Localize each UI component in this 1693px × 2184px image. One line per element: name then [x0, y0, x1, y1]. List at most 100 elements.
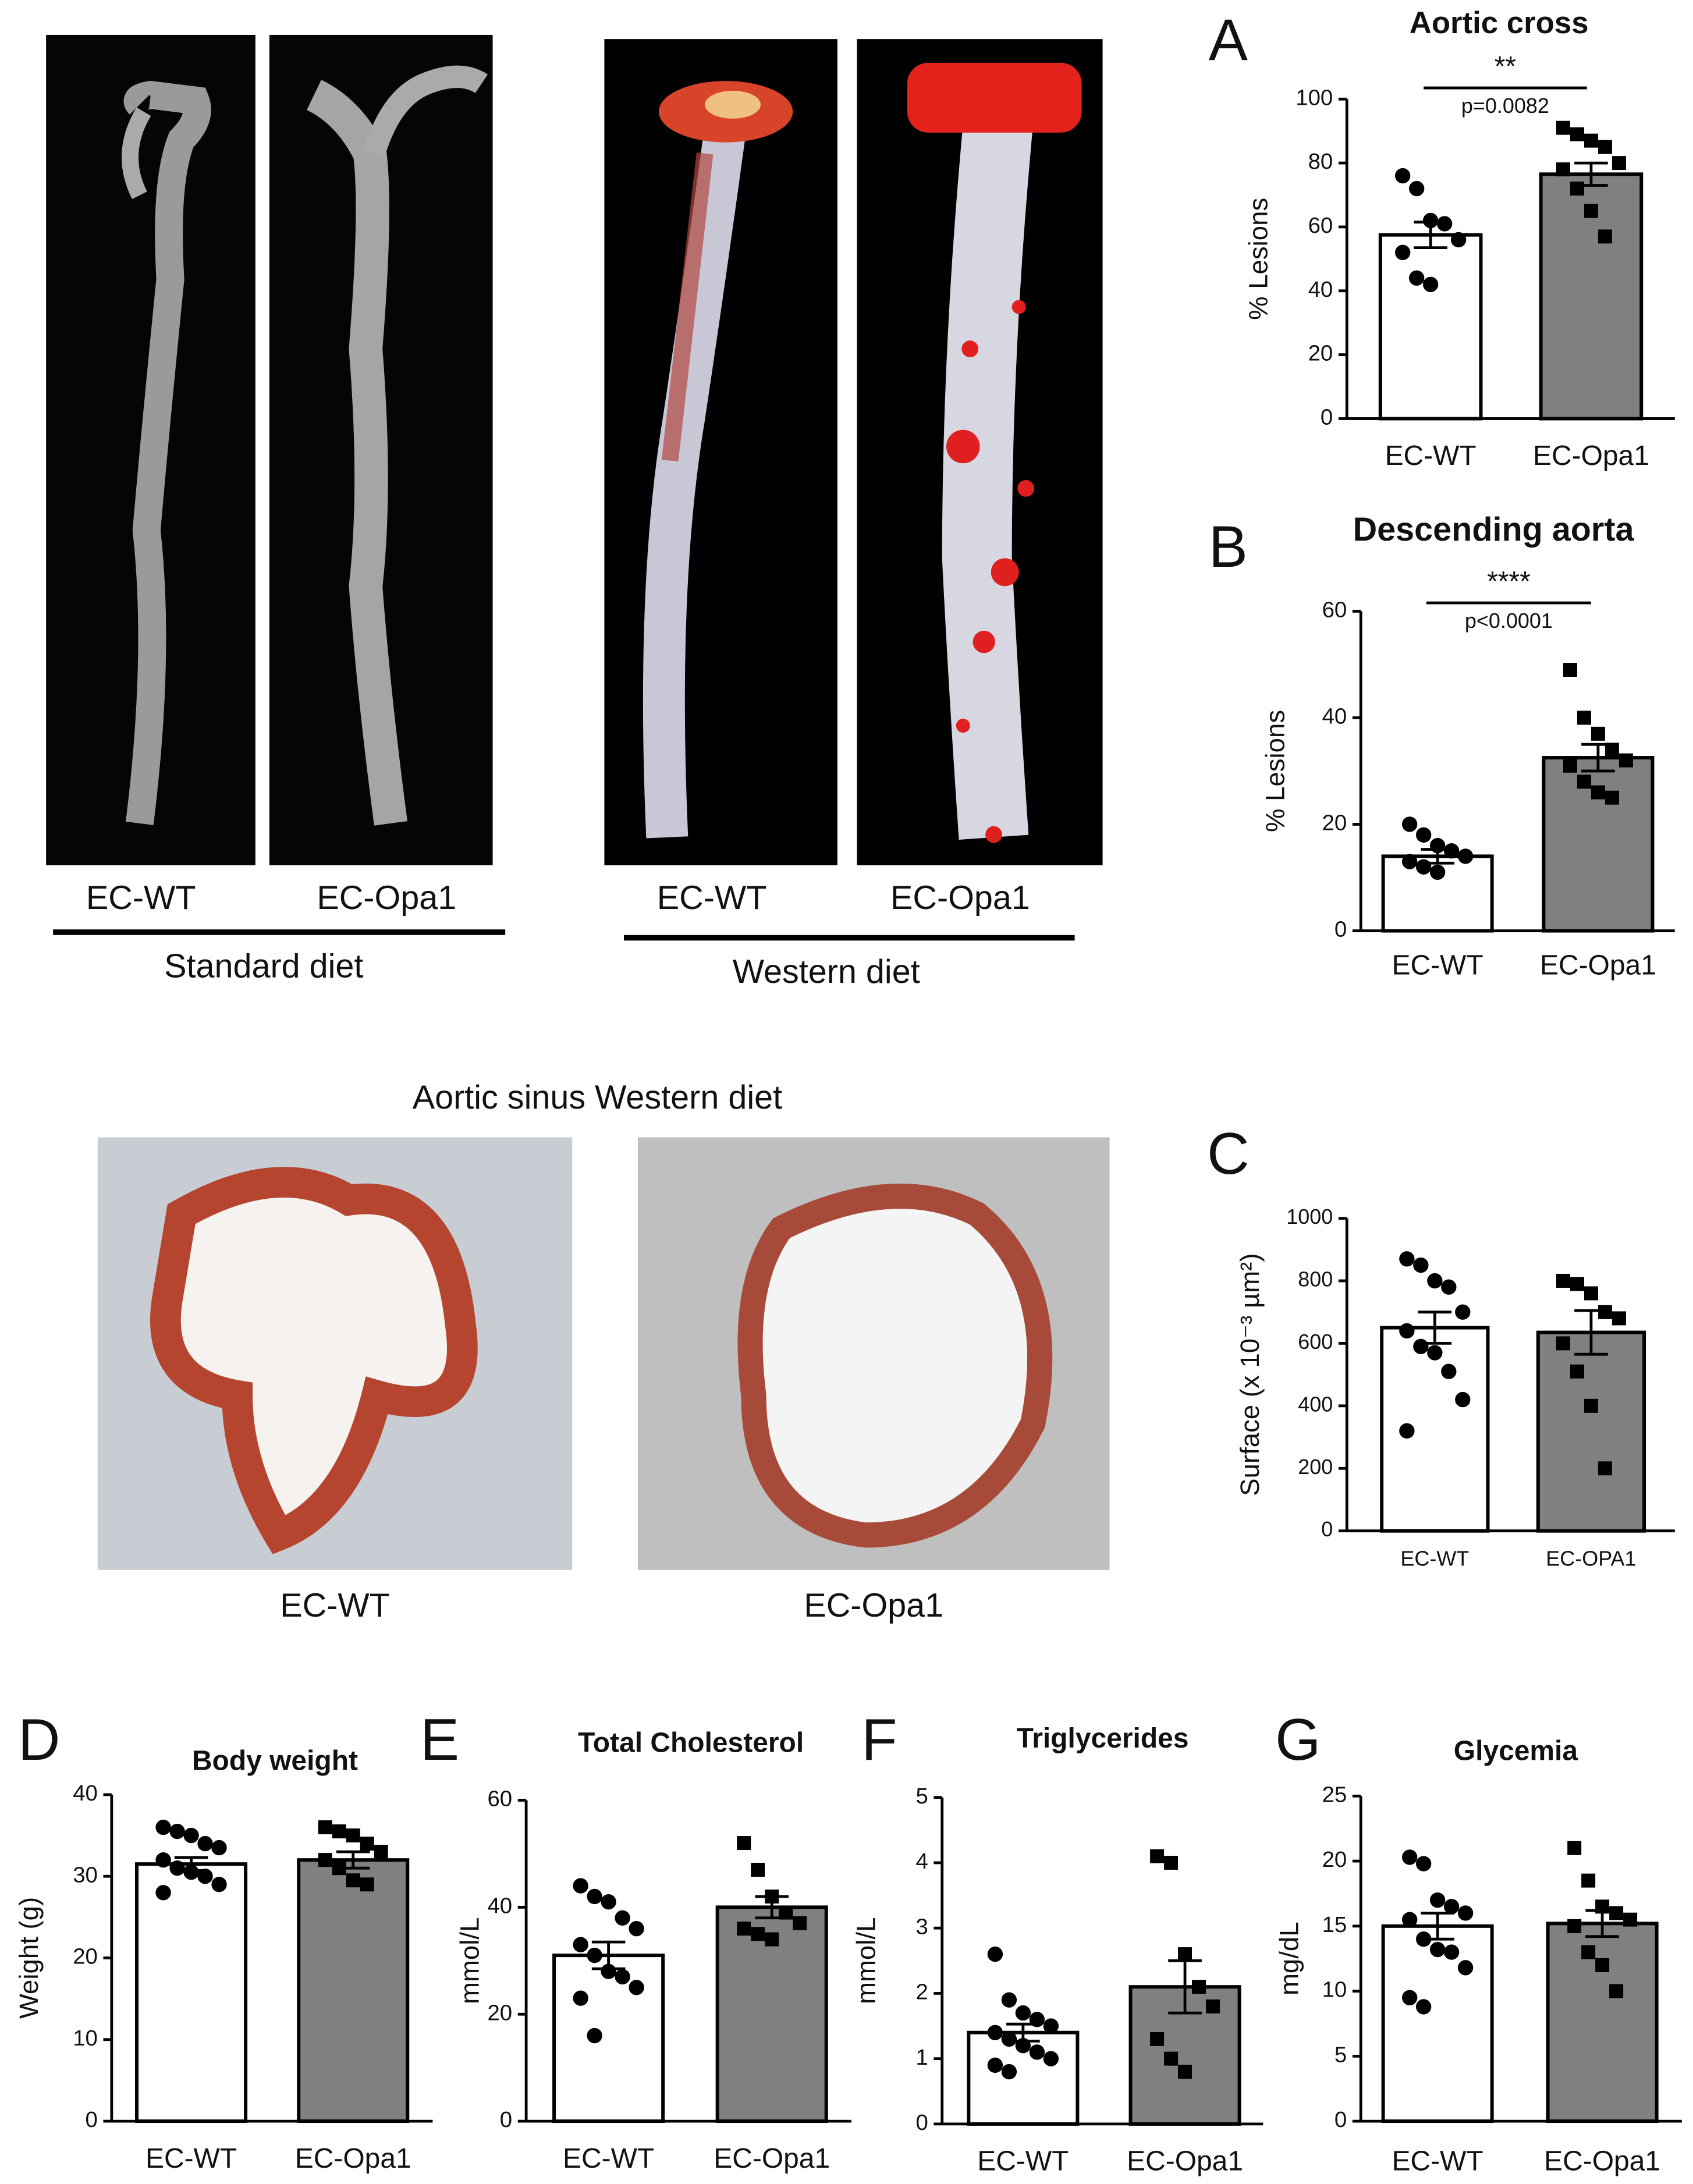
data-point [793, 1916, 807, 1930]
y-tick-label: 30 [73, 1862, 98, 1887]
data-point [1015, 2038, 1031, 2054]
data-point [1429, 1941, 1446, 1958]
data-point [1623, 1912, 1638, 1927]
data-point [765, 1890, 779, 1904]
data-point [1401, 1912, 1418, 1927]
bar [552, 1954, 665, 2123]
data-point [1394, 244, 1411, 261]
data-point [1443, 1899, 1460, 1915]
y-tick-label: 15 [1322, 1912, 1347, 1937]
data-point [1591, 726, 1605, 741]
data-point [1457, 848, 1474, 864]
data-point [1043, 2051, 1059, 2066]
data-point [987, 2025, 1003, 2040]
y-tick-label: 10 [1322, 1977, 1347, 2002]
y-tick-label: 4 [915, 1849, 928, 1874]
data-point [1413, 1338, 1429, 1354]
data-point [318, 1853, 332, 1867]
y-tick-label: 0 [86, 2107, 98, 2132]
data-point [1429, 864, 1446, 880]
data-point [1164, 2051, 1179, 2066]
data-point [587, 1888, 602, 1905]
data-point [346, 1828, 360, 1843]
data-point [1429, 1892, 1446, 1908]
data-point [1192, 1980, 1206, 1994]
data-point [1401, 854, 1418, 869]
data-point [1413, 1257, 1429, 1273]
data-point [1415, 1931, 1432, 1947]
data-point [601, 1963, 616, 1979]
y-axis-label: % Lesions [1244, 198, 1273, 320]
y-tick-label: 0 [1321, 405, 1333, 430]
data-point [155, 1885, 171, 1901]
data-point [1399, 1423, 1415, 1439]
panel-letter: E [420, 1707, 459, 1773]
data-point [318, 1820, 332, 1835]
chart-title: Triglycerides [1017, 1723, 1189, 1754]
data-point [360, 1837, 374, 1851]
data-point [155, 1819, 171, 1835]
y-tick-label: 40 [1322, 704, 1347, 729]
bar [715, 1905, 828, 2123]
data-point [1415, 1999, 1432, 2015]
data-point [1584, 133, 1598, 148]
data-point [1441, 1363, 1457, 1379]
data-point [1427, 1273, 1443, 1289]
data-point [1556, 1336, 1570, 1351]
data-point [601, 1894, 616, 1910]
data-point [587, 1947, 602, 1963]
y-tick-label: 0 [1321, 1517, 1333, 1541]
chart-title: Total Cholesterol [578, 1727, 804, 1758]
y-tick-label: 200 [1298, 1455, 1333, 1479]
y-tick-label: 2 [915, 1980, 928, 2005]
data-point [1443, 843, 1460, 859]
data-point [1563, 663, 1577, 677]
chart-title: Descending aorta [1353, 511, 1635, 548]
data-point [1595, 1958, 1610, 1972]
y-tick-label: 40 [487, 1894, 512, 1919]
x-tick-label: EC-WT [1385, 441, 1477, 471]
data-point [332, 1861, 346, 1876]
data-point [183, 1865, 199, 1880]
data-point [1598, 1461, 1612, 1476]
data-point [1001, 2031, 1017, 2047]
y-tick-label: 20 [1322, 811, 1347, 836]
data-point [615, 1969, 630, 1985]
section-title: Aortic sinus Western diet [413, 1079, 782, 1116]
data-point [629, 1920, 644, 1937]
significance-stars: ** [1495, 51, 1516, 82]
data-point [1429, 837, 1446, 854]
y-tick-label: 60 [487, 1787, 512, 1812]
data-point [1595, 1899, 1610, 1914]
x-tick-label: EC-Opa1 [1540, 950, 1656, 981]
p-value: p=0.0082 [1461, 94, 1549, 118]
x-tick-label: EC-WT [563, 2143, 654, 2174]
x-tick-label: EC-WT [1400, 1547, 1469, 1571]
y-tick-label: 20 [1322, 1847, 1347, 1872]
data-point [1399, 1251, 1415, 1267]
data-point [1408, 270, 1425, 286]
data-point [1598, 1305, 1612, 1319]
data-point [751, 1927, 765, 1941]
data-point [1455, 1304, 1471, 1320]
x-tick-label: EC-Opa1 [1533, 441, 1649, 471]
image-label: EC-Opa1 [804, 1587, 943, 1624]
data-point [1206, 1999, 1220, 2013]
significance-stars: **** [1487, 566, 1531, 597]
data-point [1619, 753, 1633, 768]
data-point [1457, 1905, 1474, 1921]
y-tick-label: 20 [73, 1944, 98, 1969]
image-label: EC-WT [657, 879, 767, 917]
data-point [1567, 1919, 1582, 1933]
x-tick-label: EC-Opa1 [295, 2143, 411, 2174]
panel-letter: D [18, 1707, 61, 1773]
data-point [1450, 232, 1467, 248]
p-value: p<0.0001 [1465, 609, 1553, 633]
y-tick-label: 40 [73, 1781, 98, 1806]
x-tick-label: EC-WT [145, 2143, 237, 2174]
y-tick-label: 25 [1322, 1782, 1347, 1807]
data-point [573, 1878, 588, 1894]
data-point [1556, 1273, 1570, 1288]
